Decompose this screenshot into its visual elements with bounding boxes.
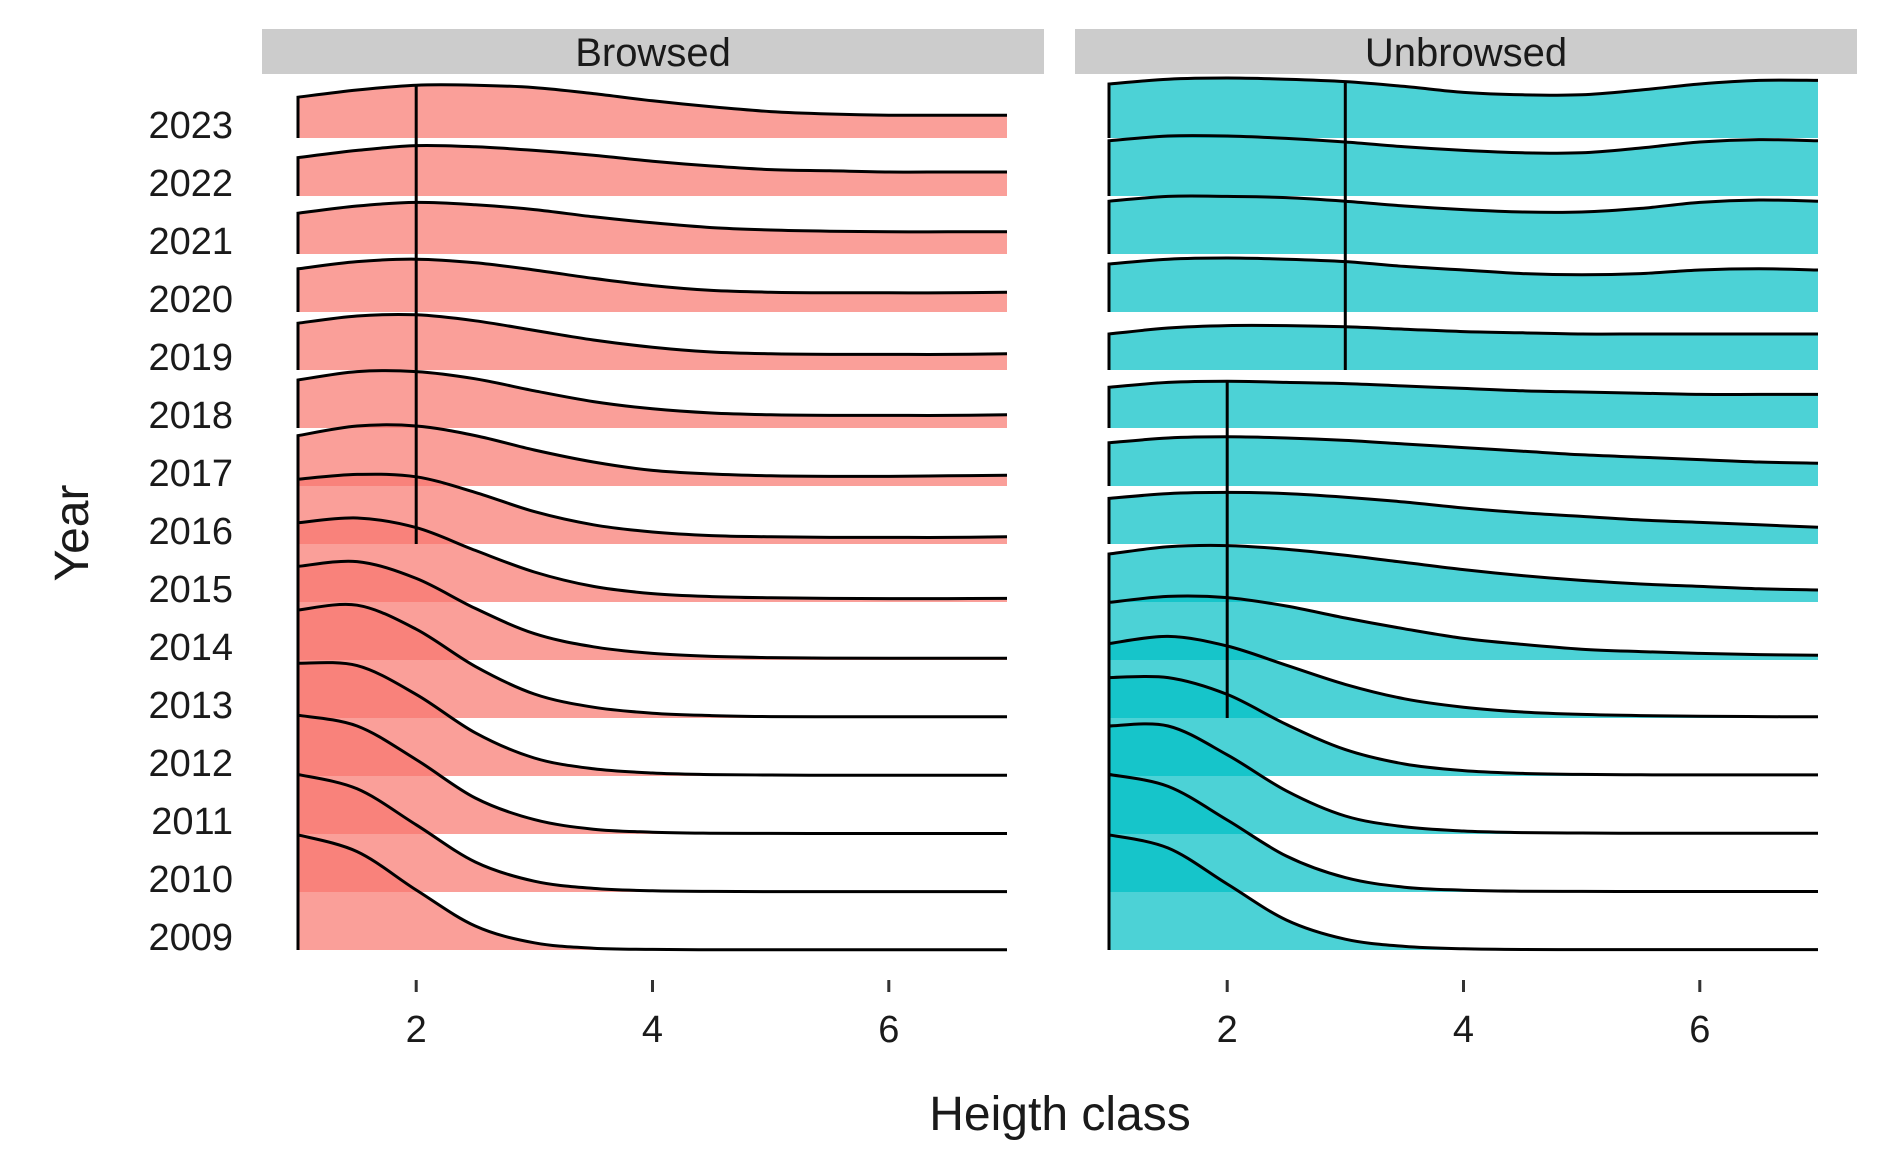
x-axis-unbrowsed: 2 4 6 [1217,980,1710,1051]
x-tick-label-unbrowsed-6: 6 [1689,1009,1710,1051]
ridge-fill-browsed-2014 [298,561,1007,660]
year-label-2023: 2023 [148,105,233,147]
ridge-line-unbrowsed-2022 [1107,134,1819,196]
ridge-line-browsed-2014 [296,559,1007,660]
y-axis-title: Year [46,484,99,581]
x-axis-browsed: 2 4 6 [406,980,899,1051]
ridge-fill-unbrowsed-2017 [1109,436,1818,486]
panel-browsed: Browsed 2 4 6 [262,29,1044,1051]
ridge-line-unbrowsed-2010 [1107,772,1818,893]
x-tick-label-browsed-2: 2 [406,1009,427,1051]
ridge-fill-browsed-2011 [298,715,1007,834]
year-label-2020: 2020 [148,279,233,321]
ridge-line-unbrowsed-2020 [1107,256,1819,312]
year-label-2017: 2017 [148,453,233,495]
year-label-2015: 2015 [148,569,233,611]
strip-label-unbrowsed: Unbrowsed [1365,31,1567,75]
ridge-fill-unbrowsed-2013 [1109,636,1818,718]
ridge-fill-unbrowsed-2020 [1109,258,1818,312]
ridge-fill-unbrowsed-2015 [1109,545,1818,602]
ridge-fill-browsed-2017 [298,424,1007,486]
ridge-fill-browsed-2019 [298,314,1007,370]
ridge-fill-unbrowsed-2019 [1109,325,1818,370]
ridge-fill-browsed-2018 [298,370,1007,428]
ridge-line-unbrowsed-2009 [1107,832,1818,952]
x-tick-label-unbrowsed-2: 2 [1217,1009,1238,1051]
ridge-line-browsed-2012 [296,661,1007,777]
ridge-fill-unbrowsed-2011 [1109,723,1818,834]
ridge-fill-unbrowsed-2012 [1109,676,1818,776]
y-axis-year-labels: 2009 2010 2011 2012 2013 2014 2015 2016 2017 2018… [148,105,233,959]
x-axis-title: Heigth class [929,1088,1190,1141]
year-label-2019: 2019 [148,337,233,379]
year-label-2009: 2009 [148,917,233,959]
year-label-2014: 2014 [148,627,233,669]
year-label-2016: 2016 [148,511,233,553]
ridge-line-browsed-2010 [296,772,1007,894]
ridge-fill-browsed-2012 [298,662,1007,776]
ridge-line-browsed-2009 [296,832,1007,952]
ridge-line-browsed-2013 [296,602,1007,719]
ridge-fill-browsed-2009 [298,834,1007,950]
ridge-line-unbrowsed-2019 [1107,323,1818,370]
ridges-browsed [296,83,1008,952]
x-tick-label-browsed-6: 6 [878,1009,899,1051]
year-label-2011: 2011 [151,801,233,843]
ridge-fill-unbrowsed-2022 [1109,135,1818,196]
panel-unbrowsed: Unbrowsed 2 4 6 [1075,29,1857,1051]
year-label-2010: 2010 [148,859,233,901]
ridge-fill-unbrowsed-2010 [1109,774,1818,892]
ridge-fill-unbrowsed-2018 [1109,381,1818,428]
ridge-fill-unbrowsed-2021 [1109,195,1818,254]
ridge-fill-browsed-2015 [298,517,1007,602]
year-label-2012: 2012 [148,743,233,785]
ridge-fill-browsed-2023 [298,84,1007,138]
ridge-line-browsed-2011 [296,713,1007,835]
strip-browsed [262,29,1044,74]
ridge-fill-browsed-2013 [298,604,1007,718]
ridge-fill-unbrowsed-2014 [1109,596,1818,660]
medians-unbrowsed [1225,81,1347,718]
ridge-line-unbrowsed-2011 [1107,722,1818,835]
ridge-fill-browsed-2022 [298,145,1007,196]
ridges-unbrowsed [1107,76,1819,952]
year-label-2022: 2022 [148,163,233,205]
x-tick-label-unbrowsed-4: 4 [1453,1009,1474,1051]
x-tick-label-browsed-4: 4 [642,1009,663,1051]
strip-unbrowsed [1075,29,1857,74]
ridge-line-unbrowsed-2021 [1107,194,1819,254]
year-label-2013: 2013 [148,685,233,727]
ridge-fill-unbrowsed-2016 [1109,492,1818,544]
ridge-fill-unbrowsed-2023 [1109,78,1818,138]
strip-label-browsed: Browsed [575,31,731,75]
ridge-fill-browsed-2020 [298,259,1007,312]
ridge-fill-browsed-2016 [298,474,1007,544]
year-label-2021: 2021 [148,221,233,263]
year-label-2018: 2018 [148,395,233,437]
ridge-line-unbrowsed-2023 [1107,76,1819,138]
ridge-fill-browsed-2021 [298,202,1007,254]
